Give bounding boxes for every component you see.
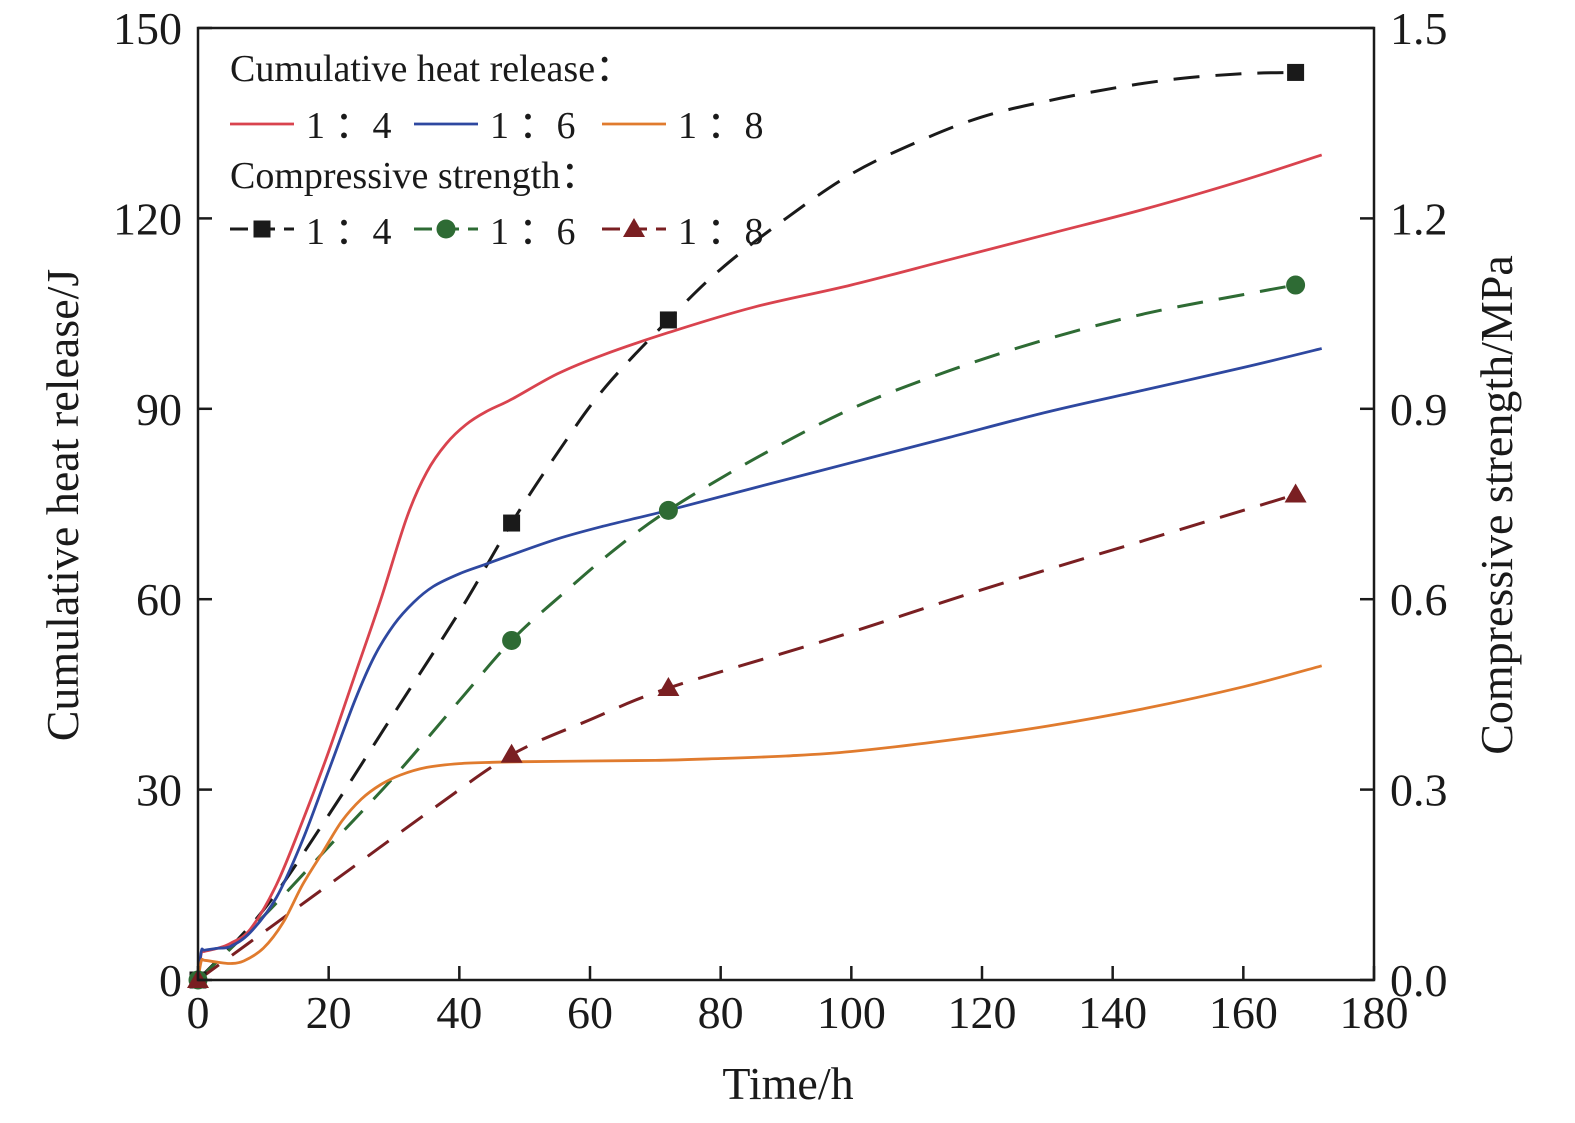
legend-heat-label-1-4: 1 ：4 [306, 105, 392, 147]
y-right-tick-label-2: 0.6 [1390, 574, 1448, 625]
y-right-tick-label-5: 1.5 [1390, 3, 1448, 54]
legend-heat-label-1-6: 1 ：6 [490, 105, 576, 147]
strength-line-3 [197, 493, 1297, 982]
strength-point-3-3 [657, 677, 680, 697]
legend-strength-swatch-marker-3 [623, 218, 645, 237]
x-tick-label-0: 0 [187, 987, 210, 1038]
x-tick-label-1: 20 [306, 987, 352, 1038]
legend-strength-swatch-marker-1 [253, 220, 271, 238]
x-tick-label-6: 120 [948, 987, 1017, 1038]
strength-line-2 [196, 283, 1296, 982]
axes-layer: 0 20 40 60 80 100 120 140 160 180 0 30 60 90 120 150 0.0… [113, 3, 1448, 1038]
plot-frame [196, 26, 1376, 982]
legend-strength-label-1-4: 1 ：4 [306, 211, 392, 253]
y-left-tick-label-2: 60 [136, 574, 182, 625]
y-left-tick-label-0: 0 [159, 955, 182, 1006]
legend-heat-label-1-8: 1 ：8 [678, 105, 764, 147]
x-tick-label-3: 60 [567, 987, 613, 1038]
y-right-tick-label-1: 0.3 [1390, 765, 1448, 816]
y-left-tick-label-3: 90 [136, 384, 182, 435]
strength-point-2-4 [1286, 275, 1306, 295]
y-right-tick-label-4: 1.2 [1390, 193, 1448, 244]
legend-strength-label-1-6: 1 ：6 [490, 211, 576, 253]
strength-point-2-3 [658, 500, 678, 520]
x-tick-label-7: 140 [1078, 987, 1147, 1038]
series-layer [187, 63, 1323, 990]
legend: Cumulative heat release： Compressive str… [230, 48, 764, 253]
x-tick-label-2: 40 [436, 987, 482, 1038]
x-tick-label-5: 100 [817, 987, 886, 1038]
strength-point-3-4 [1284, 483, 1307, 503]
x-tick-label-4: 80 [698, 987, 744, 1038]
y-left-tick-label-5: 150 [113, 3, 182, 54]
x-axis-title: Time/h [722, 1058, 853, 1109]
strength-point-3-2 [500, 743, 523, 763]
strength-point-2-2 [502, 630, 522, 650]
heat-line-3 [196, 664, 1323, 981]
y-right-axis-title: Compressive strength/MPa [1471, 255, 1522, 755]
x-tick-label-9: 180 [1340, 987, 1409, 1038]
x-tick-label-8: 160 [1209, 987, 1278, 1038]
strength-point-1-3 [659, 311, 677, 329]
legend-strength-swatch-marker-2 [436, 219, 456, 239]
y-left-axis-title: Cumulative heat release/J [37, 269, 88, 742]
legend-heat-title: Cumulative heat release： [230, 48, 633, 90]
heat-line-2 [196, 347, 1323, 981]
legend-strength-label-1-8: 1 ：8 [678, 211, 764, 253]
heat-line-1 [196, 153, 1323, 981]
y-left-tick-label-1: 30 [136, 765, 182, 816]
strength-point-1-4 [1287, 63, 1305, 81]
strength-point-1-2 [503, 514, 521, 532]
y-left-tick-label-4: 120 [113, 193, 182, 244]
legend-swatches [230, 122, 666, 239]
y-right-tick-label-3: 0.9 [1390, 384, 1448, 435]
y-right-tick-label-0: 0.0 [1390, 955, 1448, 1006]
legend-strength-title: Compressive strength： [230, 155, 598, 197]
strength-line-1 [196, 70, 1296, 982]
